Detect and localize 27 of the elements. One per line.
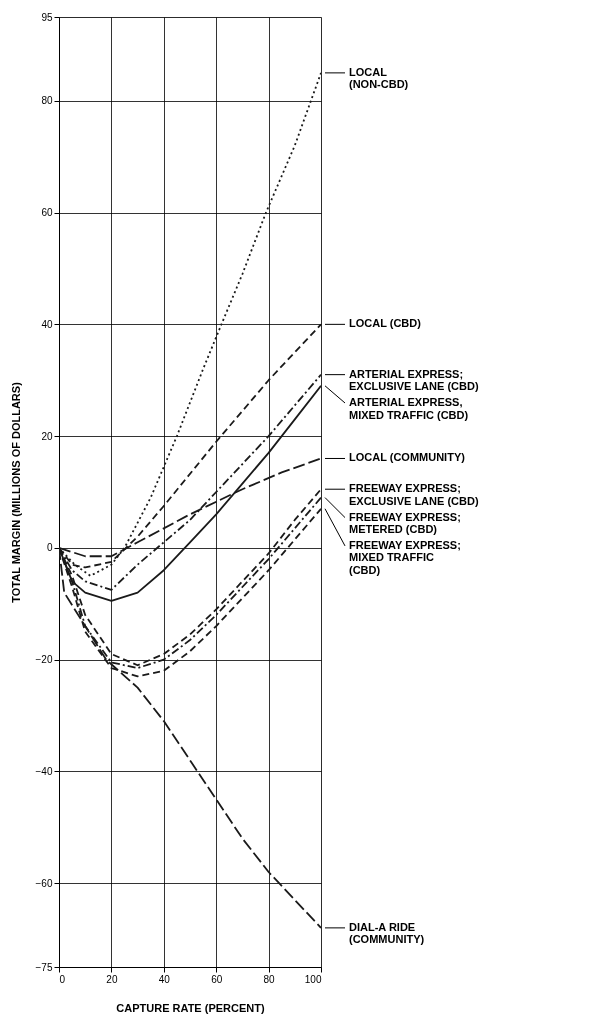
text: FREEWAY EXPRESS; METERED (CBD) <box>349 510 461 536</box>
x-tick-label: 20 <box>106 973 118 985</box>
text: FREEWAY EXPRESS; MIXED TRAFFIC (CBD) <box>349 538 461 576</box>
text: ARTERIAL EXPRESS; EXCLUSIVE LANE (CBD) <box>349 367 479 393</box>
y-axis-title: TOTAL MARGIN (MILLIONS OF DOLLARS) <box>9 381 22 603</box>
x-tick-label: 80 <box>263 973 276 985</box>
x-tick-label: 40 <box>158 973 171 985</box>
text: LOCAL (CBD) <box>349 317 422 330</box>
y-tick-label: −75 <box>35 961 53 973</box>
x-tick-label: 0 <box>59 973 66 985</box>
text: FREEWAY EXPRESS; EXCLUSIVE LANE (CBD) <box>349 482 479 507</box>
text: DIAL-A RIDE (COMMUNITY) <box>349 920 425 946</box>
y-tick-label: 60 <box>41 207 53 219</box>
y-tick-label: −40 <box>35 765 53 777</box>
x-axis-title: CAPTURE RATE (PERCENT) <box>116 1001 265 1014</box>
y-tick-label: −60 <box>35 877 53 889</box>
text: ARTERIAL EXPRESS, MIXED TRAFFIC (CBD) <box>349 396 469 421</box>
y-tick-label: 0 <box>46 542 53 554</box>
y-tick-label: 20 <box>41 430 53 442</box>
y-tick-label: 80 <box>41 95 53 107</box>
x-tick-label: 100 <box>304 973 322 985</box>
y-tick-label: 95 <box>41 11 53 23</box>
text: LOCAL (NON-CBD) <box>349 65 409 91</box>
y-tick-label: −20 <box>35 654 53 666</box>
text: LOCAL (COMMUNITY) <box>349 451 466 464</box>
y-tick-label: 40 <box>41 318 53 330</box>
x-tick-label: 60 <box>211 973 223 985</box>
